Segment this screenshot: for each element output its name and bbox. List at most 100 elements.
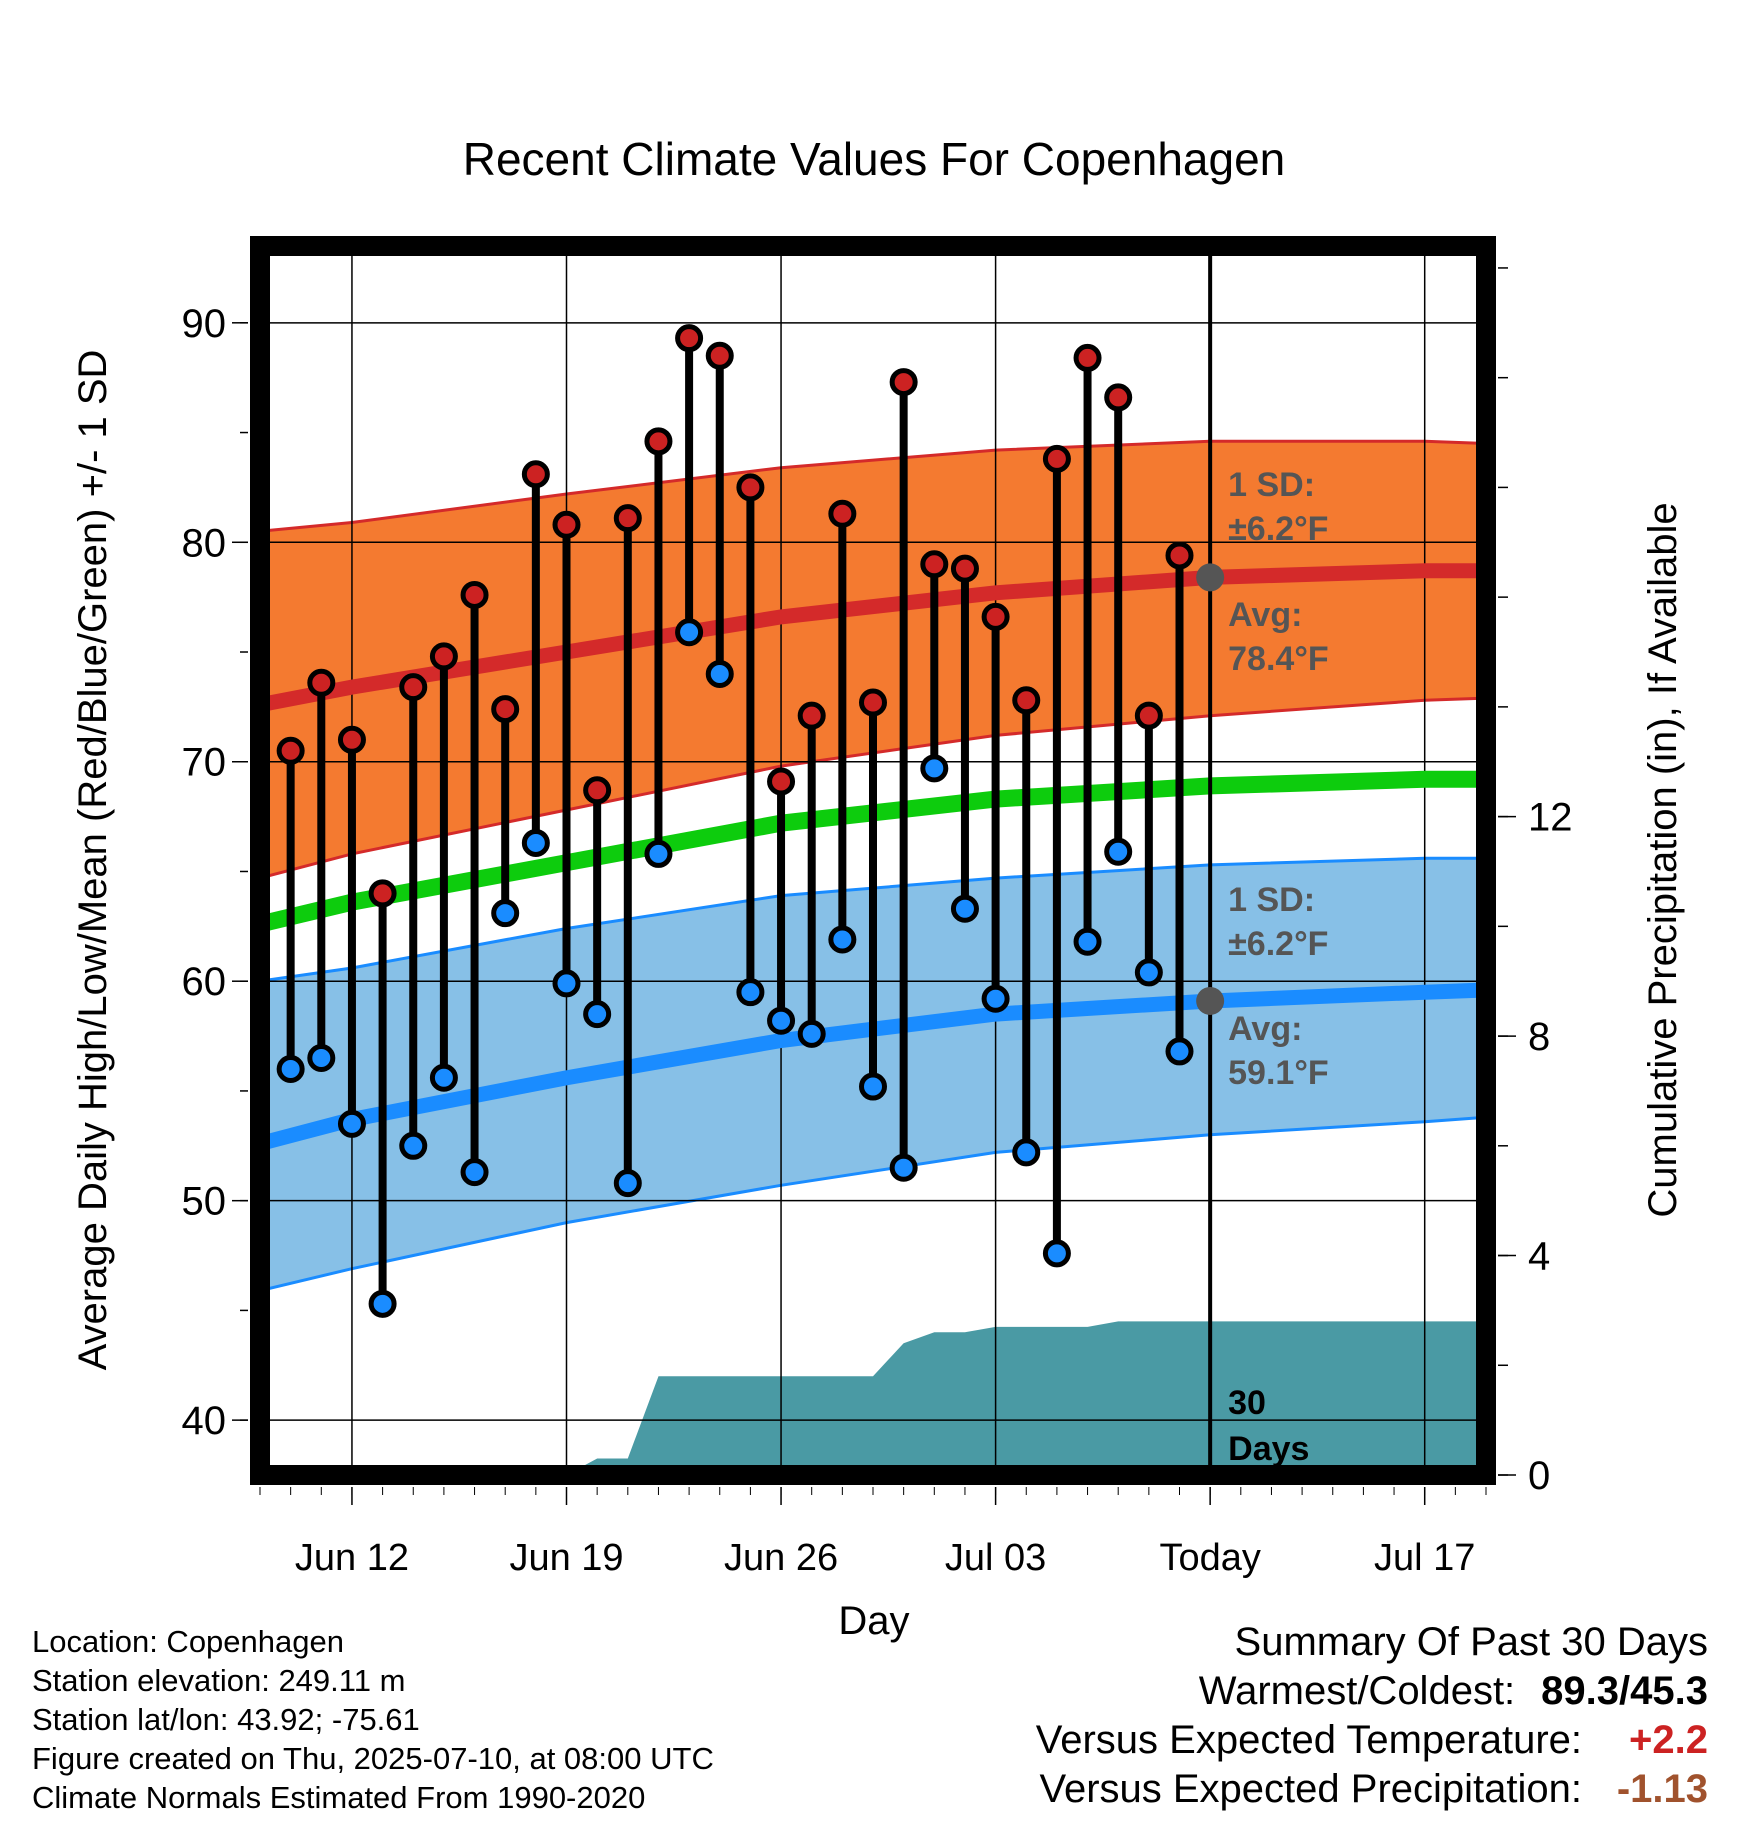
precip-window-label: 30 [1228,1384,1266,1422]
daily-high-point [705,341,734,370]
elevation-text: Station elevation: 249.11 m [32,1663,406,1698]
daily-high-point [460,580,489,609]
warm-cold-label: Warmest/Coldest: [1198,1669,1516,1713]
daily-low-point [920,754,949,783]
y-tick-label: 80 [182,521,227,565]
warm-cold-value: 89.3/45.3 [1541,1669,1708,1713]
daily-high-point [307,668,336,697]
low-avg-marker [1196,986,1225,1015]
x-tick-label: Jul 03 [945,1537,1046,1579]
low-sd-value: ±6.2°F [1228,925,1328,963]
daily-high-point [1104,383,1133,412]
temp-anomaly-value: +2.2 [1629,1718,1708,1762]
daily-high-point [1073,343,1102,372]
precip-area [260,1321,1486,1475]
daily-low-point [797,1019,826,1048]
daily-low-point [399,1131,428,1160]
daily-low-point [981,984,1010,1013]
daily-low-point [828,925,857,954]
low-sd-upper-line [260,856,1486,983]
daily-high-point [337,725,366,754]
daily-high-point [644,427,673,456]
x-axis-label: Day [838,1599,909,1643]
daily-low-point [491,899,520,928]
y2-tick-label: 12 [1528,796,1573,840]
daily-low-point [460,1158,489,1187]
y-tick-label: 70 [182,741,227,785]
daily-high-point [368,879,397,908]
low-avg-value: 59.1°F [1228,1054,1329,1092]
summary-precip-row: Versus Expected Precipitation: -1.13 [1036,1765,1708,1814]
precip-anomaly-label: Versus Expected Precipitation: [1039,1767,1582,1811]
daily-high-point [1012,686,1041,715]
daily-high-point [521,460,550,489]
x-tick-label: Jul 17 [1374,1537,1475,1579]
normal-high-line [260,563,1486,713]
daily-low-point [1134,958,1163,987]
high-sd-upper-line [260,439,1486,533]
daily-low-point [950,894,979,923]
daily-high-point [1134,701,1163,730]
latlon-text: Station lat/lon: 43.92; -75.61 [32,1702,420,1737]
daily-low-point [276,1054,305,1083]
daily-low-point [1165,1037,1194,1066]
y2-axis-label: Cumulative Precipitation (in), If Availa… [1641,502,1685,1217]
y2-tick-label: 8 [1528,1015,1550,1059]
temp-anomaly-label: Versus Expected Temperature: [1035,1718,1582,1762]
plot-frame [250,236,1496,1485]
y2-tick-label: 4 [1528,1235,1550,1279]
y-tick-label: 90 [182,302,227,346]
high-sd-lower-line [260,696,1486,880]
low-sd-lower-line [260,1115,1486,1293]
y-tick-label: 60 [182,960,227,1004]
daily-low-point [368,1289,397,1318]
daily-high-point [276,736,305,765]
station-metadata: Location: Copenhagen Station elevation: … [32,1622,714,1817]
daily-low-point [889,1153,918,1182]
daily-low-point [552,969,581,998]
low-avg-label: Avg: [1228,1010,1302,1048]
daily-high-point [736,473,765,502]
daily-high-point [797,701,826,730]
location-text: Location: Copenhagen [32,1624,344,1659]
daily-high-point [491,695,520,724]
daily-low-point [859,1072,887,1101]
created-text: Figure created on Thu, 2025-07-10, at 08… [32,1741,714,1776]
daily-high-point [950,554,979,583]
daily-low-point [583,1000,612,1029]
x-tick-label: Jun 26 [724,1537,838,1579]
daily-high-point [981,602,1010,631]
daily-high-point [583,776,612,805]
daily-low-point [337,1109,366,1138]
high-avg-label: Avg: [1228,596,1302,634]
daily-high-point [429,642,458,671]
daily-low-point [1073,927,1102,956]
plot-area: 1 SD: ±6.2°F Avg: 78.4°F 1 SD: ±6.2°F Avg: 59.1… [260,246,1486,1475]
y-tick-label: 40 [182,1399,227,1443]
precip-anomaly-value: -1.13 [1616,1767,1708,1811]
x-tick-label: Jun 12 [295,1537,409,1579]
daily-low-point [767,1006,796,1035]
daily-high-point [1165,541,1194,570]
high-avg-value: 78.4°F [1228,640,1329,678]
summary-warm-cold-row: Warmest/Coldest: 89.3/45.3 [1036,1667,1708,1716]
chart-title: Recent Climate Values For Copenhagen [463,133,1286,185]
normal-low-line [260,982,1486,1151]
daily-low-point [1104,837,1133,866]
daily-low-point [705,659,734,688]
daily-high-point [828,499,857,528]
daily-low-point [1042,1239,1071,1268]
daily-low-point [521,828,550,857]
daily-low-point [736,978,765,1007]
normals-text: Climate Normals Estimated From 1990-2020 [32,1780,646,1815]
daily-high-point [552,510,581,539]
daily-low-point [675,618,704,647]
y2-tick-label: 0 [1528,1454,1550,1498]
daily-low-point [1012,1138,1041,1167]
daily-high-point [767,767,796,796]
daily-high-point [613,504,642,533]
summary-title: Summary Of Past 30 Days [1234,1620,1708,1664]
y-axis-label: Average Daily High/Low/Mean (Red/Blue/Gr… [71,350,115,1371]
daily-high-point [859,688,887,717]
